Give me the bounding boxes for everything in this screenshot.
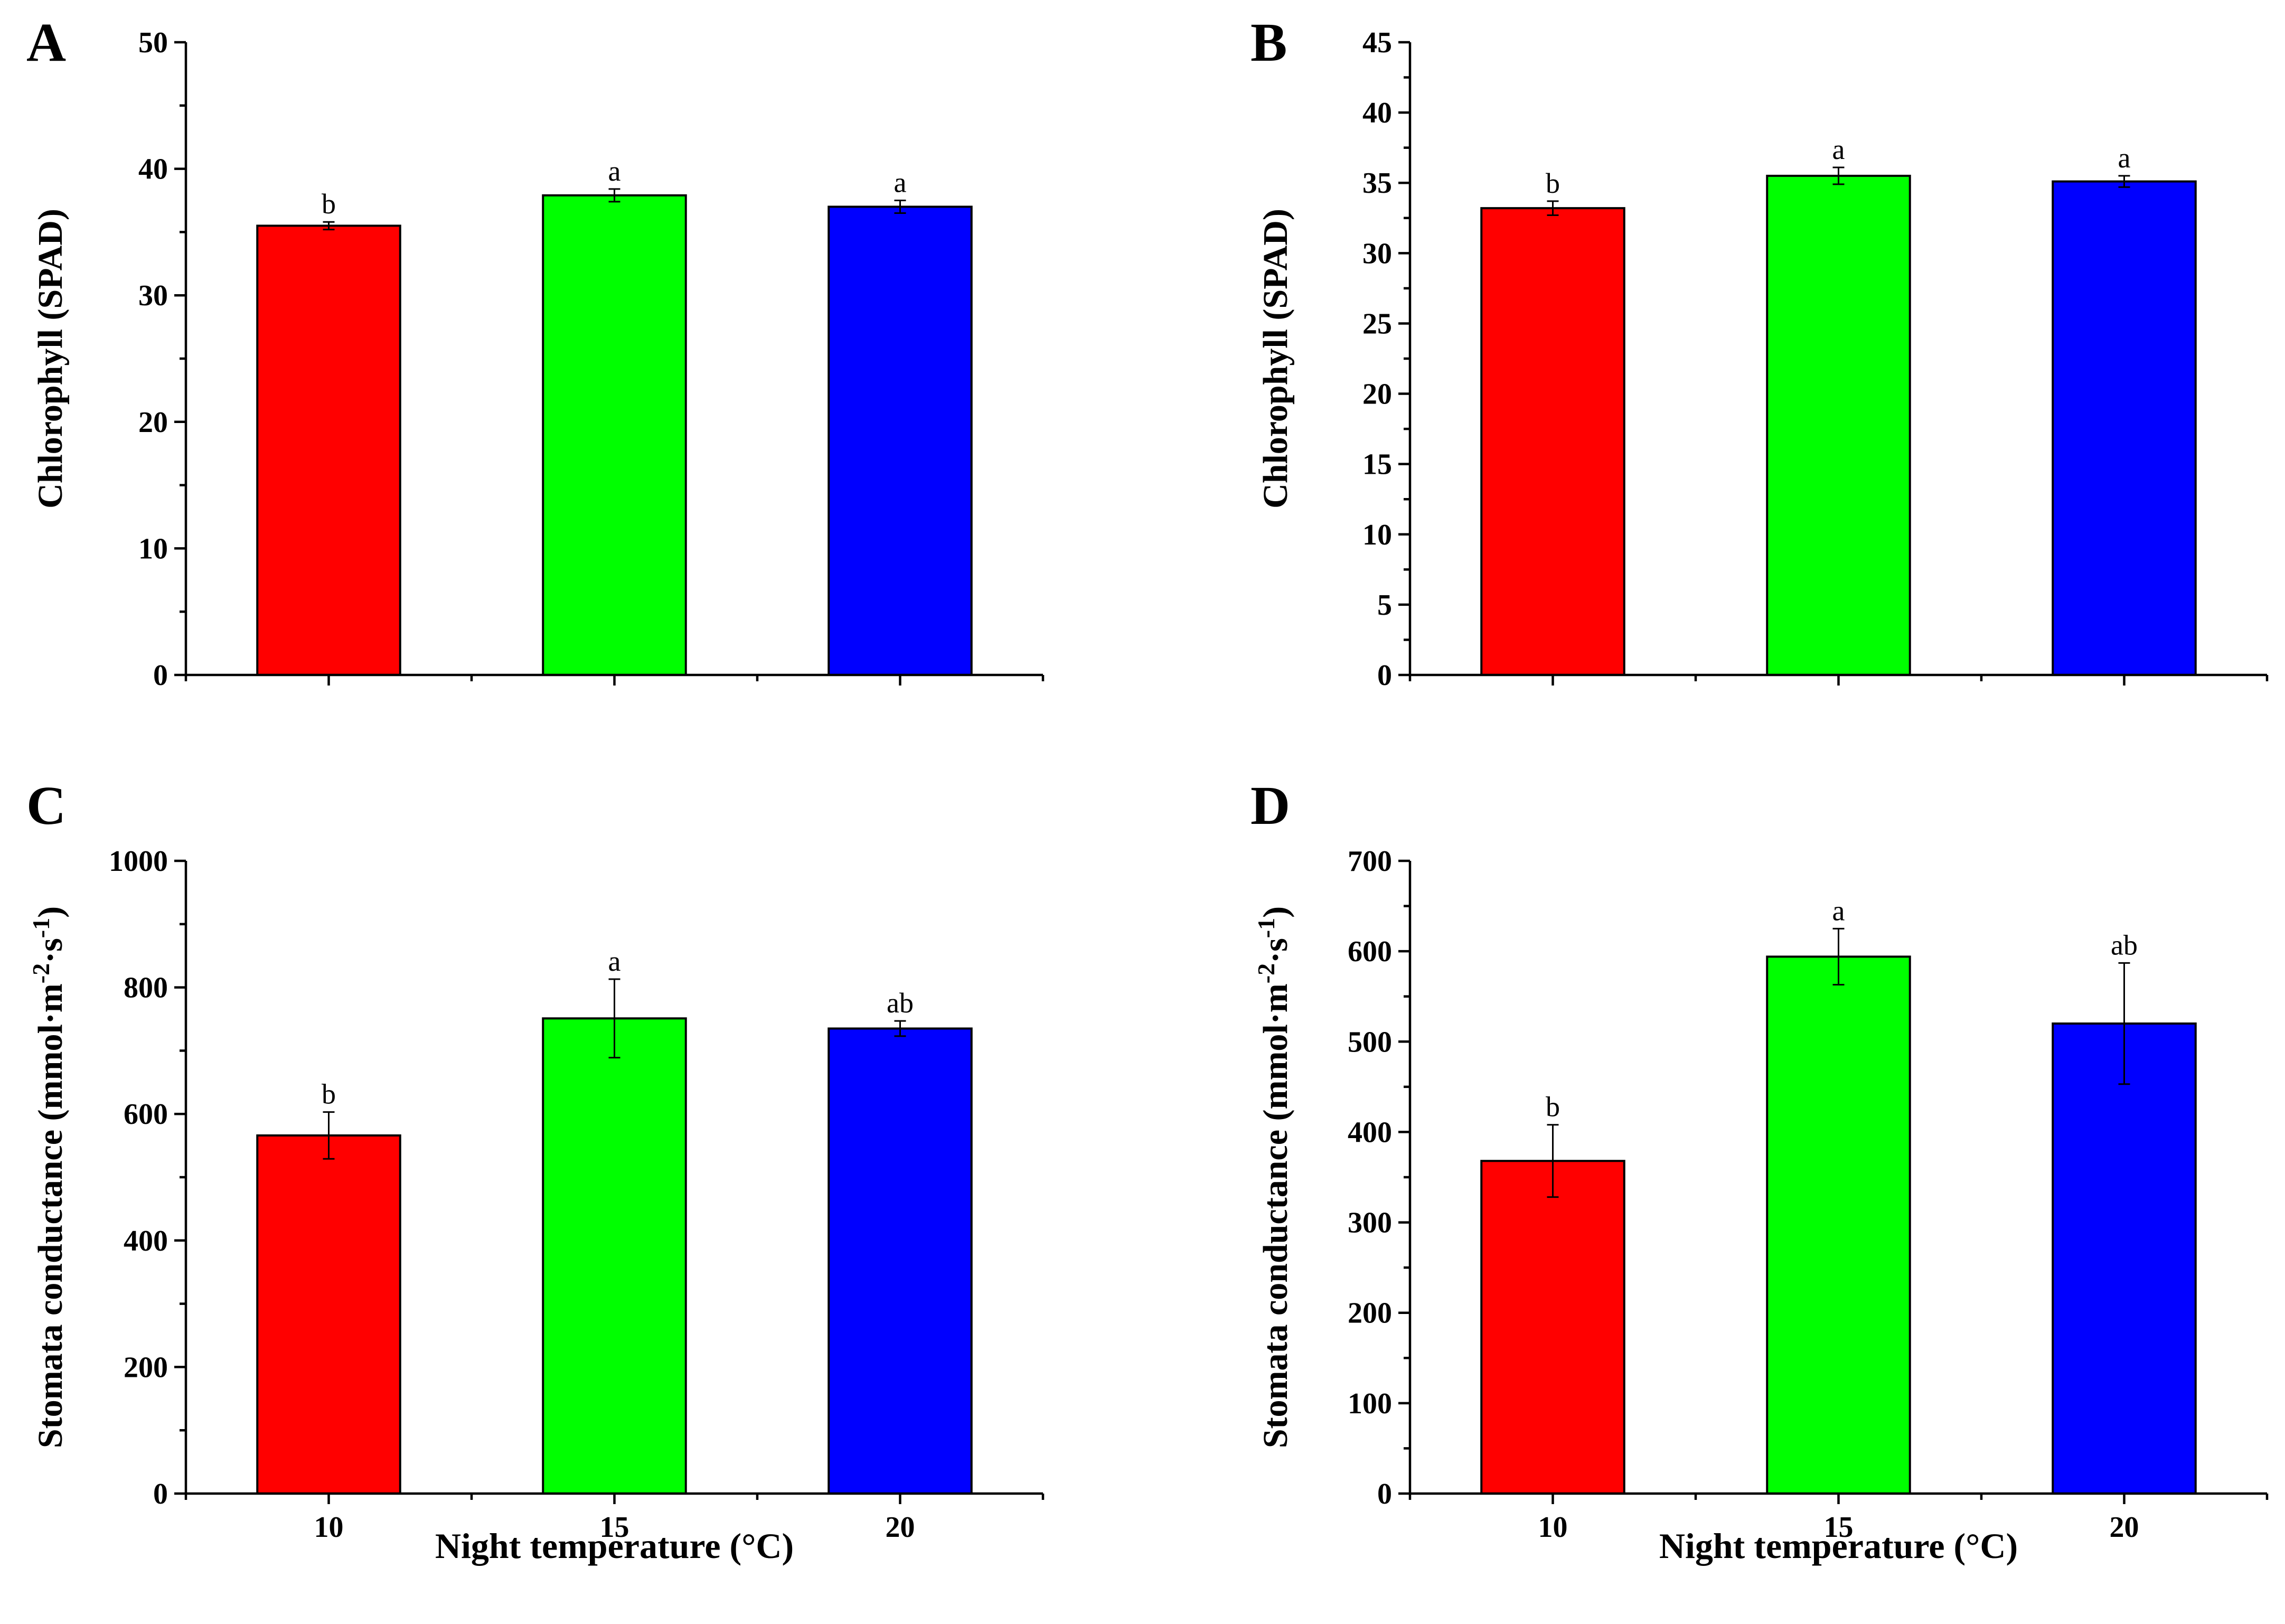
bar-10 bbox=[1480, 1160, 1625, 1495]
y-tick-label: 20 bbox=[1362, 378, 1392, 411]
error-bar-15 bbox=[608, 188, 620, 203]
panel-letter: C bbox=[26, 775, 66, 836]
significance-label-15: a bbox=[1832, 895, 1845, 926]
y-tick-label: 45 bbox=[1362, 26, 1392, 59]
y-tick-label: 700 bbox=[1348, 845, 1392, 878]
significance-label-10: b bbox=[322, 188, 336, 220]
error-bar-20 bbox=[894, 1020, 906, 1037]
y-tick-label: 30 bbox=[1362, 237, 1392, 270]
y-axis-label: Chlorophyll (SPAD) bbox=[1256, 209, 1295, 509]
panel-d: b a ab 0 100 200 300 400 500 600 700 10 15 20 Stomata … bbox=[1250, 775, 2269, 1566]
significance-label-10: b bbox=[322, 1078, 336, 1110]
y-tick-label: 0 bbox=[1377, 659, 1392, 692]
significance-label-15: a bbox=[608, 945, 621, 977]
y-tick-label: 25 bbox=[1362, 307, 1392, 340]
significance-label-10: b bbox=[1546, 1091, 1560, 1123]
y-tick-label: 1000 bbox=[109, 845, 168, 878]
significance-label-20: a bbox=[2118, 142, 2131, 174]
y-tick-label: 100 bbox=[1348, 1387, 1392, 1420]
y-tick-label: 35 bbox=[1362, 167, 1392, 200]
error-bar-10 bbox=[323, 1111, 335, 1160]
significance-label-20: ab bbox=[2111, 929, 2138, 961]
error-bar-20 bbox=[2118, 962, 2130, 1085]
error-bar-15 bbox=[1832, 166, 1845, 185]
y-tick-label: 200 bbox=[1348, 1297, 1392, 1330]
panel-c: b a ab 0 200 400 600 800 1000 10 15 20 Stomata condu… bbox=[26, 775, 1045, 1566]
bar-15 bbox=[542, 194, 687, 676]
bar-20 bbox=[2052, 180, 2197, 676]
panel-b: b a a 0 5 10 15 20 25 30 35 40 45 Chlorophyll (SPAD) B bbox=[1250, 12, 2269, 692]
bar-10 bbox=[256, 1134, 401, 1495]
y-tick-label: 300 bbox=[1348, 1207, 1392, 1240]
x-tick-label-20: 20 bbox=[2110, 1511, 2139, 1544]
panel-a: b a a 0 10 20 30 40 50 Chlorophyll (SPAD) A bbox=[26, 12, 1045, 692]
y-tick-label: 10 bbox=[138, 532, 168, 565]
significance-label-20: a bbox=[894, 167, 907, 199]
significance-label-15: a bbox=[608, 155, 621, 187]
y-tick-label: 0 bbox=[153, 659, 168, 692]
x-tick-label-15: 15 bbox=[600, 1511, 629, 1544]
significance-label-15: a bbox=[1832, 134, 1845, 165]
y-tick-label: 0 bbox=[153, 1478, 168, 1510]
panel-letter: D bbox=[1250, 775, 1290, 836]
y-axis-label: Stomata conductance (mmol·m-2·s-1) bbox=[1253, 906, 1295, 1448]
y-tick-label: 400 bbox=[124, 1225, 168, 1257]
y-tick-label: 500 bbox=[1348, 1026, 1392, 1058]
x-tick-label-10: 10 bbox=[1538, 1511, 1568, 1544]
significance-label-10: b bbox=[1546, 167, 1560, 199]
panel-letter: B bbox=[1250, 12, 1287, 73]
y-tick-label: 0 bbox=[1377, 1478, 1392, 1510]
error-bar-15 bbox=[608, 978, 620, 1059]
x-axis-label: Night temperature (°C) bbox=[1659, 1526, 2018, 1566]
x-tick-label-15: 15 bbox=[1824, 1511, 1854, 1544]
y-tick-label: 800 bbox=[124, 972, 168, 1005]
y-tick-label: 30 bbox=[138, 279, 168, 312]
bar-15 bbox=[1766, 174, 1911, 676]
y-tick-label: 600 bbox=[124, 1098, 168, 1131]
bar-10 bbox=[1480, 207, 1625, 676]
y-tick-label: 10 bbox=[1362, 519, 1392, 551]
x-axis-label: Night temperature (°C) bbox=[435, 1526, 794, 1566]
bar-15 bbox=[1766, 955, 1911, 1495]
bar-20 bbox=[828, 1027, 973, 1495]
y-tick-label: 50 bbox=[138, 26, 168, 59]
significance-label-20: ab bbox=[887, 987, 914, 1019]
error-bar-20 bbox=[894, 200, 906, 214]
error-bar-10 bbox=[323, 221, 335, 231]
bar-15 bbox=[542, 1017, 687, 1495]
y-tick-label: 600 bbox=[1348, 935, 1392, 968]
bar-20 bbox=[2052, 1022, 2197, 1495]
error-bar-20 bbox=[2118, 175, 2130, 188]
x-tick-label-10: 10 bbox=[314, 1511, 344, 1544]
panel-letter: A bbox=[26, 12, 66, 73]
bar-20 bbox=[828, 205, 973, 677]
x-tick-label-20: 20 bbox=[886, 1511, 915, 1544]
y-tick-label: 5 bbox=[1377, 589, 1392, 622]
y-tick-label: 200 bbox=[124, 1351, 168, 1384]
y-tick-label: 40 bbox=[138, 153, 168, 186]
error-bar-15 bbox=[1832, 927, 1845, 985]
y-tick-label: 400 bbox=[1348, 1116, 1392, 1149]
error-bar-10 bbox=[1547, 1124, 1559, 1198]
y-tick-label: 15 bbox=[1362, 448, 1392, 481]
error-bar-10 bbox=[1547, 200, 1559, 216]
y-tick-label: 40 bbox=[1362, 97, 1392, 129]
y-tick-label: 20 bbox=[138, 406, 168, 439]
y-axis-label: Chlorophyll (SPAD) bbox=[31, 209, 70, 509]
bar-10 bbox=[256, 224, 401, 677]
y-axis-label: Stomata conductance (mmol·m-2·s-1) bbox=[27, 906, 70, 1448]
